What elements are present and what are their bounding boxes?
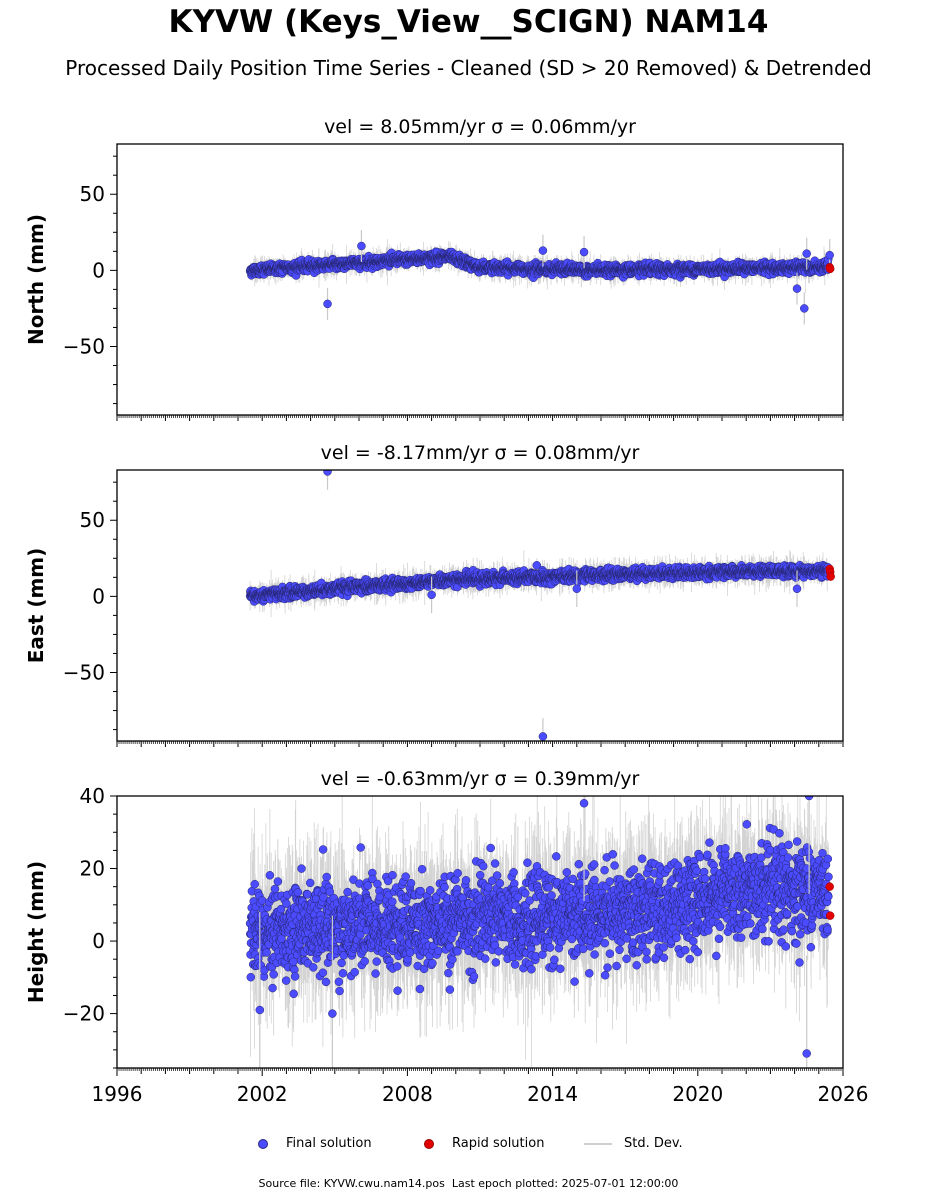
outlier-point xyxy=(825,250,834,260)
y-tick-label: 50 xyxy=(80,182,105,206)
rapid-point xyxy=(825,264,835,274)
panel-1: vel = 8.05mm/yr σ = 0.06mm/yr North (mm)−… xyxy=(24,116,844,421)
outlier-point xyxy=(572,584,582,594)
outlier-point xyxy=(800,304,809,313)
y-axis-label: East (mm) xyxy=(24,548,48,664)
final-solution-points xyxy=(245,247,833,283)
y-tick-label: −50 xyxy=(63,334,105,358)
panel-2: vel = -8.17mm/yr σ = 0.08mm/yr East (mm)−… xyxy=(24,442,844,747)
outlier-point xyxy=(538,246,548,255)
plot-frame xyxy=(116,469,844,742)
outlier-point xyxy=(323,470,332,476)
outlier-point xyxy=(792,584,802,594)
y-tick-label: 0 xyxy=(92,258,105,282)
outlier-point xyxy=(427,590,436,600)
outlier-point xyxy=(357,241,366,251)
page-subtitle: Processed Daily Position Time Series - C… xyxy=(65,56,872,80)
page-title: KYVW (Keys_View__SCIGN) NAM14 xyxy=(168,4,769,40)
y-tick-label: 0 xyxy=(92,584,105,608)
data-layer xyxy=(245,470,835,741)
panel-title: vel = -8.17mm/yr σ = 0.08mm/yr xyxy=(321,442,640,464)
y-axis-label: North (mm) xyxy=(24,214,48,345)
outlier-point xyxy=(323,299,332,309)
y-tick-label: −50 xyxy=(63,660,105,684)
outlier-point xyxy=(802,249,811,258)
panel-title: vel = 8.05mm/yr σ = 0.06mm/yr xyxy=(324,116,636,138)
outlier-point xyxy=(538,732,548,741)
outlier-point xyxy=(579,247,589,257)
rapid-point xyxy=(826,572,835,581)
data-layer xyxy=(245,230,835,325)
y-tick-label: 50 xyxy=(80,508,105,532)
outlier-point xyxy=(792,284,802,293)
